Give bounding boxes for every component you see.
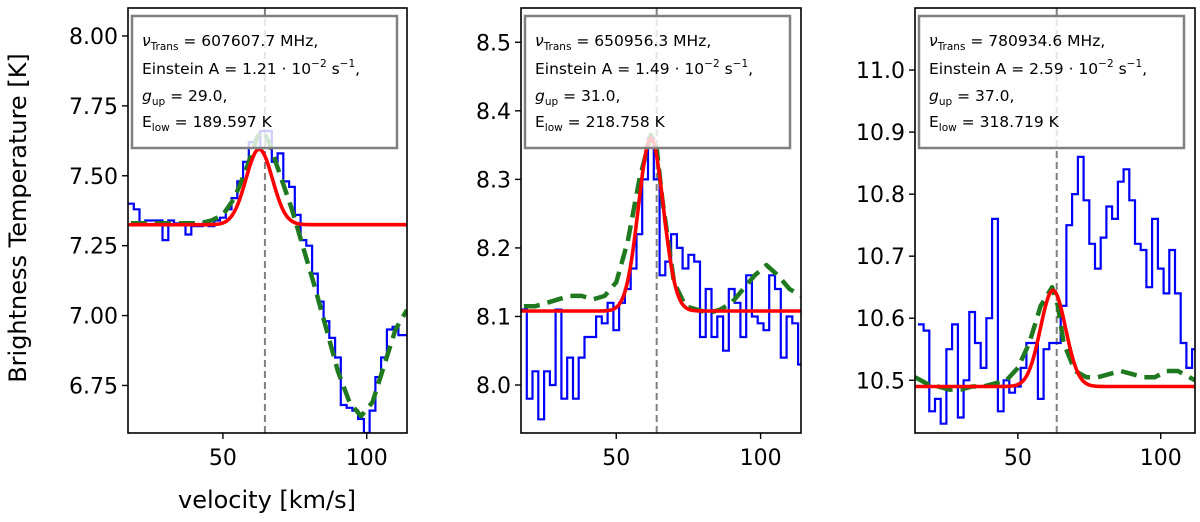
panel-3-legend-nu: νTrans = 780934.6 MHz, [929,32,1105,53]
panel-2-ytick-label: 8.2 [476,237,511,262]
panel-3-xtick-label: 100 [1140,446,1182,471]
panel-1-ytick-label: 7.00 [69,305,118,330]
panel-2-axes-frame [520,7,802,434]
panel-1-ytick-label: 7.50 [69,165,118,190]
panel-3-legend-gup: gup = 37.0, [929,87,1014,108]
panel-3-legend-elow: Elow = 318.719 K [929,113,1060,134]
panel-1-observed-spectrum [128,129,407,433]
panel-3-ytick-label: 10.6 [856,307,905,332]
panel-2-model-curve [523,132,801,316]
panel-2-legend-einstein: Einstein A = 1.49 · 10−2 s−1, [535,58,753,78]
panel-3-legend: νTrans = 780934.6 MHz, Einstein A = 2.59… [917,14,1186,150]
panel-2-xtick-label: 50 [602,446,630,471]
panel-2-ticks: 50 100 8.0 8.1 8.2 8.3 8.4 8.5 [476,31,782,471]
panel-2-ytick-label: 8.5 [476,31,511,56]
panel-2-legend-box [523,14,792,150]
panel-3-xtick-label: 50 [1004,446,1032,471]
panel-2-observed-spectrum [521,137,801,421]
panel-2-xtick-label: 100 [740,446,782,471]
panel-1: 50 100 6.75 7.00 7.25 7.50 7.75 8.00 νTrans = 6… [69,7,408,471]
panel-2-legend-gup: gup = 31.0, [535,87,620,108]
panel-3-model-curve [915,284,1195,392]
panel-2-legend: νTrans = 650956.3 MHz, Einstein A = 1.49… [523,14,792,150]
panel-3-ytick-label: 11.0 [856,59,905,84]
panel-1-legend-einstein: Einstein A = 1.21 · 10−2 s−1, [142,58,360,78]
panel-3-ytick-label: 10.5 [856,369,905,394]
panel-1-axes-frame [127,7,408,434]
panel-1-ytick-label: 8.00 [69,25,118,50]
panel-1-legend-box [130,14,399,150]
panel-3-ytick-label: 10.9 [856,121,905,146]
panel-1-ytick-label: 6.75 [69,374,118,399]
panel-1-ticks: 50 100 6.75 7.00 7.25 7.50 7.75 8.00 [69,25,388,471]
panel-2: 50 100 8.0 8.1 8.2 8.3 8.4 8.5 νTrans = 650956.… [476,7,802,471]
panel-1-legend-nu: νTrans = 607607.7 MHz, [142,32,318,53]
panel-1-legend-gup: gup = 29.0, [142,87,227,108]
y-axis-label: Brightness Temperature [K] [4,53,32,383]
panel-1-legend: νTrans = 607607.7 MHz, Einstein A = 1.21… [130,14,399,150]
x-axis-label: velocity [km/s] [178,486,356,514]
panel-3-gaussian-fit [915,288,1195,389]
panel-3-legend-box [917,14,1186,150]
panel-1-ytick-label: 7.75 [69,95,118,120]
panel-1-xtick-label: 50 [209,446,237,471]
panel-2-ytick-label: 8.3 [476,168,511,193]
panel-2-legend-nu: νTrans = 650956.3 MHz, [535,32,711,53]
panel-2-ytick-label: 8.4 [476,100,511,125]
panel-3-ticks: 50 100 10.5 10.6 10.7 10.8 10.9 11.0 [856,59,1182,471]
panel-2-gaussian-fit [521,136,801,313]
panel-3-observed-spectrum [917,155,1195,425]
panel-1-xtick-label: 100 [346,446,388,471]
panel-1-ytick-label: 7.25 [69,235,118,260]
panel-2-ytick-label: 8.0 [476,374,511,399]
panel-3-ytick-label: 10.7 [856,245,905,270]
panel-1-legend-elow: Elow = 189.597 K [142,113,273,134]
panel-3-axes-frame [914,7,1196,434]
panel-3-ytick-label: 10.8 [856,183,905,208]
panel-2-ytick-label: 8.1 [476,305,511,330]
panel-1-model-curve [130,128,407,419]
panel-2-legend-elow: Elow = 218.758 K [535,113,666,134]
panel-3-legend-einstein: Einstein A = 2.59 · 10−2 s−1, [929,58,1147,78]
panel-3: 50 100 10.5 10.6 10.7 10.8 10.9 11.0 νTrans = 7… [856,7,1196,471]
panel-1-gaussian-fit [128,147,407,227]
